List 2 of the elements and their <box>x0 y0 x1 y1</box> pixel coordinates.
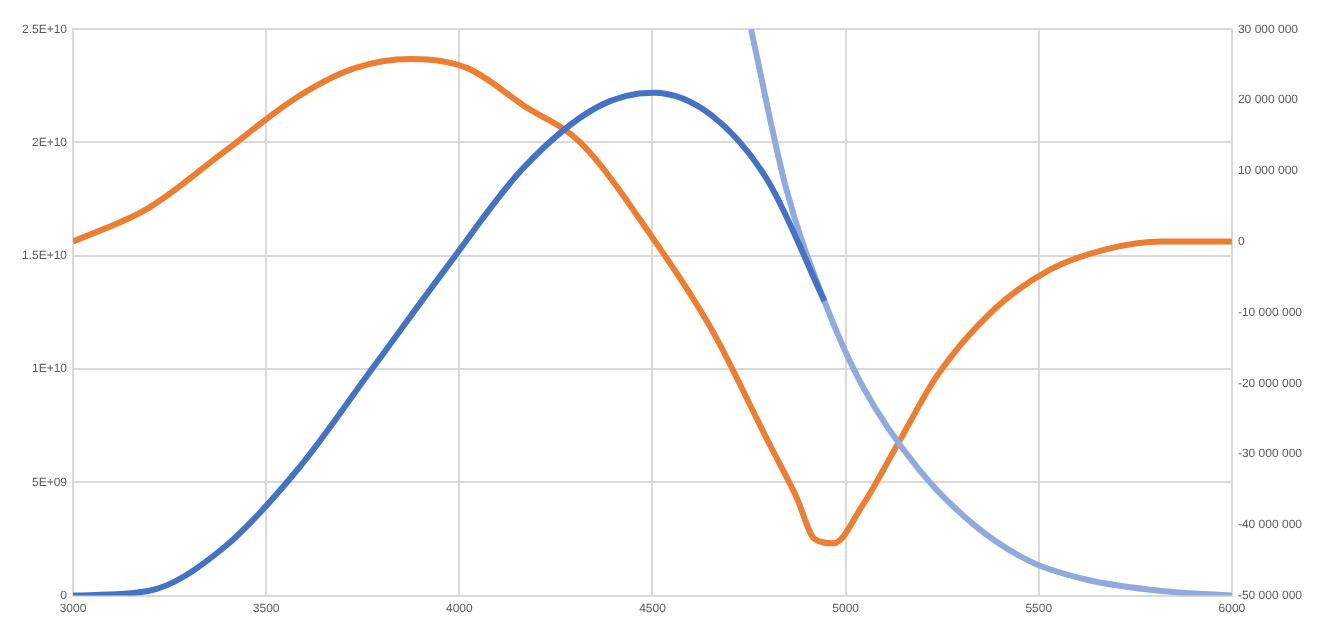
line-series <box>73 55 1232 547</box>
line-series <box>73 89 828 596</box>
